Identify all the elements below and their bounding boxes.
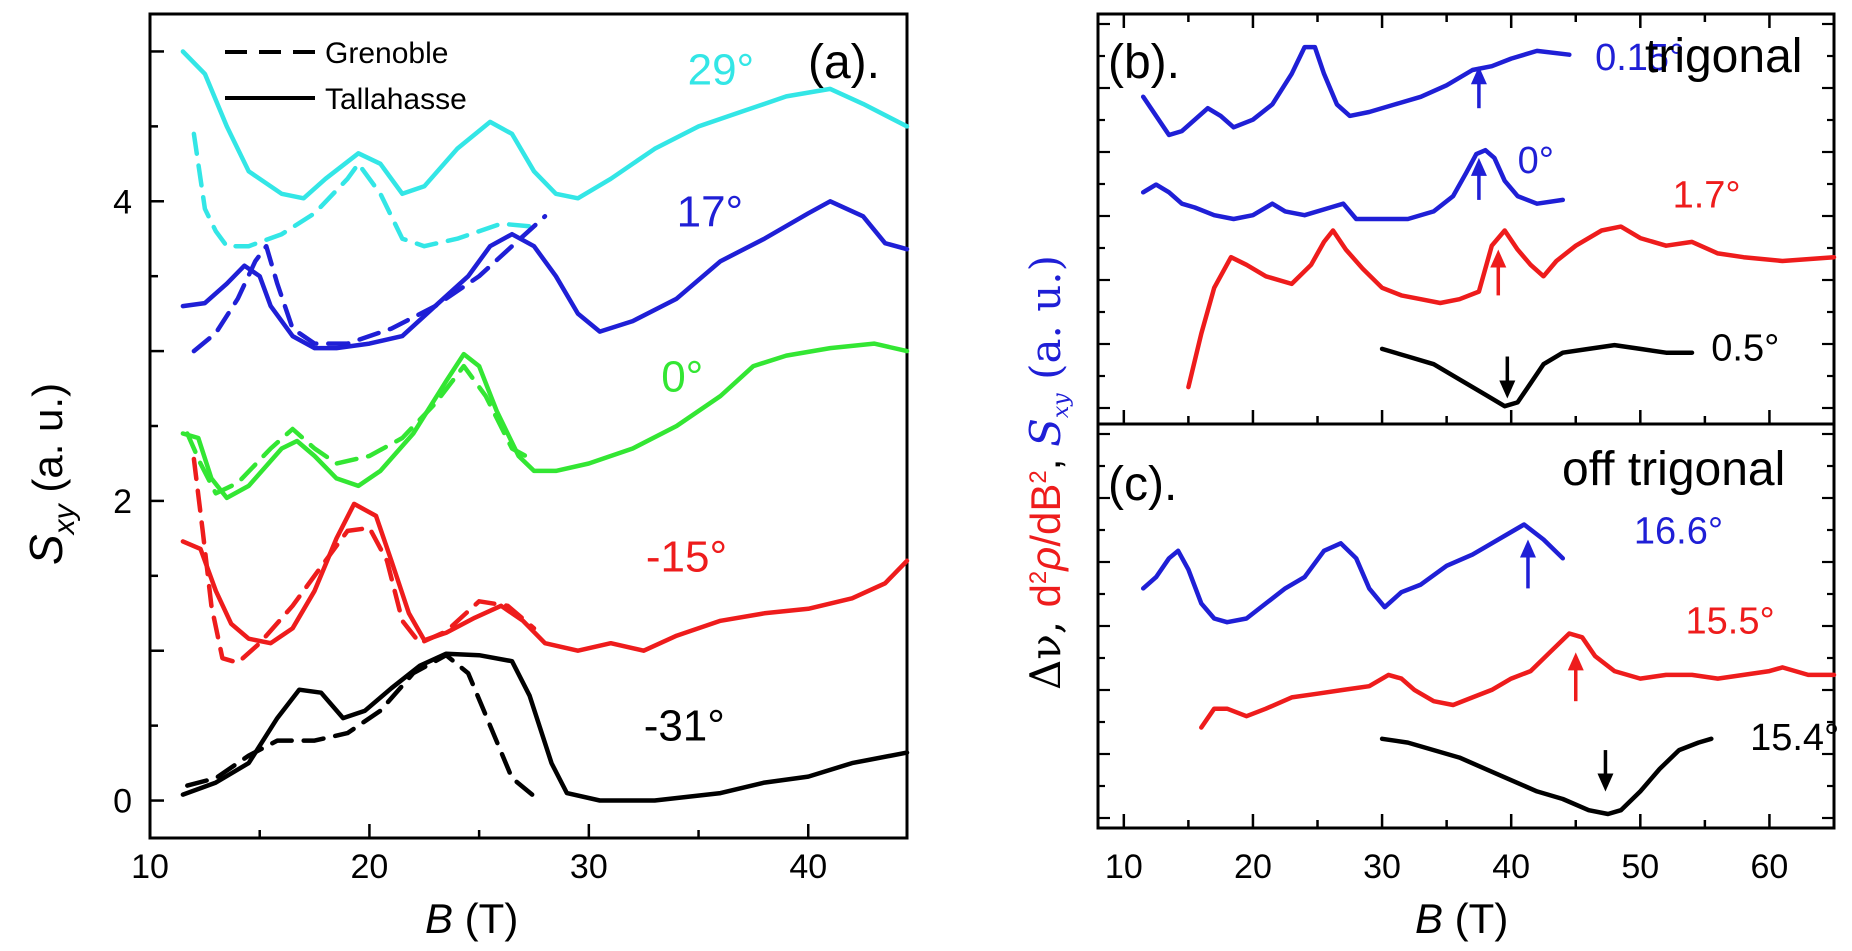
curve-label-17: 17° <box>677 188 744 237</box>
arrow-black-down <box>1597 750 1614 792</box>
curve-label-15: -15° <box>646 532 727 581</box>
panel-b-curve-labels: 0.15° 0° 1.7° 0.5° <box>1518 37 1780 369</box>
series-15-solid-line <box>180 501 910 653</box>
svg-text:Sxy (a. u.): Sxy (a. u.) <box>20 383 81 565</box>
panel-c-arrows <box>1519 539 1614 792</box>
arrow-black-down <box>1499 356 1516 399</box>
curve-label-31: -31° <box>644 702 725 751</box>
panel-c-label: (c). <box>1108 458 1177 511</box>
legend-label-grenoble: Grenoble <box>325 37 448 70</box>
x-tick-label: 60 <box>1751 848 1789 886</box>
y-tick-label: 2 <box>113 483 132 521</box>
series-0-5-solid-line <box>1379 342 1695 409</box>
panels-b-c: 10 20 30 40 50 60 0.15°0°1.7°0.5° 16.6°15.5°1… <box>1021 12 1839 942</box>
series-0-solid-line <box>180 341 910 501</box>
x-tick-label: 20 <box>1234 848 1272 886</box>
y-axis-comma: , <box>1022 447 1069 470</box>
panel-a-frame <box>148 12 909 840</box>
panel-b-annotation: trigonal <box>1645 30 1802 83</box>
curve-label-1-7: 1.7° <box>1673 175 1741 217</box>
curve-label-0: 0° <box>1518 140 1554 182</box>
series-29-dashed-line <box>191 131 537 249</box>
series-29-solid-line <box>180 49 910 201</box>
series-31-solid-line <box>180 651 910 803</box>
panel-a-label: (a). <box>808 36 880 89</box>
curve-label-0-15: 0.15° <box>1595 37 1684 79</box>
x-tick-label: 50 <box>1621 848 1659 886</box>
y-axis-S: S <box>1021 418 1070 447</box>
panel-c-annotation: off trigonal <box>1562 443 1785 496</box>
panel-b-ticks <box>1098 22 1834 410</box>
y-axis-au: (a. u.) <box>1021 255 1070 393</box>
y-axis-xy: xy <box>1049 393 1074 418</box>
series-0-15-solid-line <box>1140 44 1572 138</box>
panel-b-arrows <box>1470 66 1516 399</box>
x-axis-symbol: B <box>425 895 453 942</box>
series-15-4-solid-line <box>1379 736 1714 817</box>
curve-label-15-4: 15.4° <box>1750 717 1839 759</box>
panel-a-x-axis-title: B (T) <box>425 895 518 942</box>
y-tick-label: 4 <box>113 183 132 221</box>
x-axis-unit: (T) <box>453 895 518 942</box>
panel-c-curves <box>1140 522 1837 817</box>
panel-b-label: (b). <box>1108 36 1180 89</box>
y-axis-dnu: Δν, <box>1021 607 1070 690</box>
panel-b-curves <box>1140 44 1837 409</box>
legend: Grenoble Tallahasse <box>225 37 467 116</box>
arrow-blue-up <box>1519 539 1536 589</box>
curve-label-15-5: 15.5° <box>1686 601 1775 643</box>
series-17-solid-line <box>180 199 910 351</box>
curve-label-16-6: 16.6° <box>1634 510 1723 552</box>
x-tick-label: 30 <box>570 848 608 886</box>
panel-bc-y-axis-title: Δν, d2ρ/dB2, Sxy (a. u.) <box>1021 255 1074 690</box>
arrow-red-up <box>1567 652 1584 702</box>
x-tick-label: 40 <box>1492 848 1530 886</box>
arrow-blue-up <box>1470 157 1487 200</box>
x-tick-label: 10 <box>1105 848 1143 886</box>
x-tick-label: 30 <box>1363 848 1401 886</box>
curve-label-0: 0° <box>661 353 703 402</box>
y-axis-sup1: 2 <box>1025 571 1052 584</box>
panel-a-curve-labels: 29° 17° 0° -15° -31° <box>644 45 754 750</box>
panel-a-curves <box>180 49 910 803</box>
y-axis-rho: ρ <box>1022 547 1069 573</box>
arrow-blue-up <box>1470 66 1487 109</box>
series-15-5-solid-line <box>1199 631 1837 730</box>
panel-a: 10 20 30 40 0 2 4 29° 17° 0° -15° -31° Grenoble T… <box>20 12 910 942</box>
series-16-6-solid-line <box>1140 522 1566 625</box>
series-15-dashed-line <box>191 456 537 665</box>
panel-a-y-ticks: 0 2 4 <box>113 50 164 821</box>
svg-text:Δν, d2ρ/dB2, Sxy (a. u.): Δν, d2ρ/dB2, Sxy (a. u.) <box>1021 255 1074 690</box>
y-axis-d: d <box>1022 584 1069 607</box>
panel-c-ticks: 10 20 30 40 50 60 <box>1098 14 1836 886</box>
panel-a-y-axis-title: Sxy (a. u.) <box>20 383 81 565</box>
y-axis-symbol: S <box>20 534 72 565</box>
arrow-red-up <box>1490 249 1507 296</box>
y-tick-label: 0 <box>113 783 132 821</box>
y-axis-sup2: 2 <box>1025 470 1052 483</box>
series-17-dashed-line <box>191 214 548 354</box>
series-31-dashed-line <box>185 652 537 799</box>
panel-c-x-axis-title: B (T) <box>1415 895 1508 942</box>
series-0-solid-line <box>1140 147 1566 222</box>
y-axis-subscript: xy <box>48 502 81 536</box>
curve-label-29: 29° <box>688 45 755 94</box>
x-tick-label: 10 <box>131 848 169 886</box>
legend-label-tallahasse: Tallahasse <box>325 83 467 116</box>
panel-a-x-ticks: 10 20 30 40 <box>131 824 827 886</box>
x-axis-symbol-bc: B <box>1415 895 1443 942</box>
curve-label-0-5: 0.5° <box>1711 327 1779 369</box>
series-0-dashed-line <box>185 363 537 496</box>
x-axis-unit-bc: (T) <box>1443 895 1508 942</box>
series-1-7-solid-line <box>1186 224 1837 390</box>
y-axis-unit: (a. u.) <box>24 383 71 504</box>
x-tick-label: 20 <box>351 848 389 886</box>
panel-c-curve-labels: 16.6° 15.5° 15.4° <box>1634 510 1839 759</box>
y-axis-dB: /dB <box>1022 484 1069 547</box>
x-tick-label: 40 <box>789 848 827 886</box>
